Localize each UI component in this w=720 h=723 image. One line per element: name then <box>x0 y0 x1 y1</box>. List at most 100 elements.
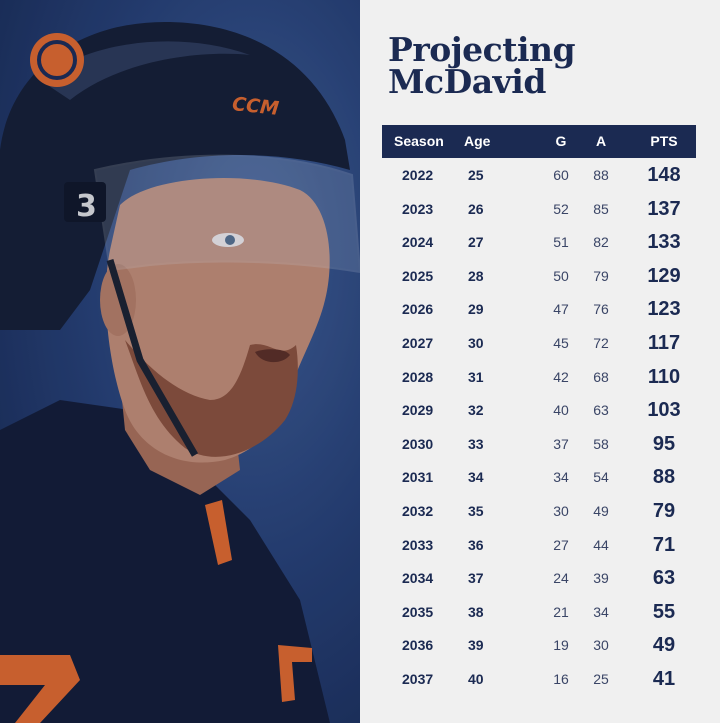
points-cell: 79 <box>652 499 676 522</box>
age-cell: 39 <box>468 637 484 654</box>
assists-cell: 63 <box>593 402 609 419</box>
mouth <box>255 349 290 363</box>
table-row: 2026 29 47 76 123 <box>382 293 696 327</box>
table-row: 2028 31 42 68 110 <box>382 361 696 395</box>
table-row: 2023 26 52 85 137 <box>382 193 696 227</box>
column-header-assists: A <box>595 133 607 149</box>
goals-cell: 21 <box>553 603 569 620</box>
assists-cell: 44 <box>593 536 609 553</box>
points-cell: 137 <box>647 197 681 220</box>
points-cell: 117 <box>647 331 681 354</box>
age-cell: 40 <box>468 670 484 687</box>
column-header-season: Season <box>394 133 444 149</box>
table-row: 2029 32 40 63 103 <box>382 394 696 428</box>
season-cell: 2035 <box>402 603 434 620</box>
season-cell: 2028 <box>402 368 434 385</box>
age-cell: 35 <box>468 502 484 519</box>
table-row: 2032 35 30 49 79 <box>382 495 696 529</box>
season-cell: 2030 <box>402 435 434 452</box>
points-cell: 133 <box>647 231 681 254</box>
eye-iris <box>225 235 235 245</box>
jersey-orange-trim <box>205 500 232 565</box>
helmet-highlight <box>40 41 250 100</box>
table-row: 2037 40 16 25 41 <box>382 663 696 697</box>
season-cell: 2034 <box>402 570 434 587</box>
goals-cell: 52 <box>553 200 569 217</box>
points-cell: 103 <box>647 399 681 422</box>
jersey-orange-letter <box>278 645 312 702</box>
visor <box>93 154 360 274</box>
jersey-number <box>0 655 80 723</box>
points-cell: 110 <box>647 365 681 388</box>
table-row: 2030 33 37 58 95 <box>382 428 696 462</box>
season-cell: 2033 <box>402 536 434 553</box>
table-row: 2035 38 21 34 55 <box>382 596 696 630</box>
assists-cell: 76 <box>593 301 609 318</box>
season-cell: 2024 <box>402 234 434 251</box>
goals-cell: 60 <box>553 167 569 183</box>
assists-cell: 58 <box>593 435 609 452</box>
table-row: 2034 37 24 39 63 <box>382 562 696 596</box>
stats-panel: Projecting McDavid Season Age G A PTS 20… <box>360 0 720 723</box>
player-photo: CCM 3 <box>0 0 360 723</box>
goals-cell: 45 <box>553 334 569 351</box>
age-cell: 36 <box>468 536 484 553</box>
assists-cell: 30 <box>593 637 609 654</box>
team-logo-inner <box>37 40 77 80</box>
age-cell: 31 <box>468 368 484 385</box>
season-cell: 2022 <box>402 167 434 183</box>
column-header-age: Age <box>464 133 491 149</box>
assists-cell: 88 <box>593 167 609 183</box>
table-row: 2024 27 51 82 133 <box>382 226 696 260</box>
age-cell: 26 <box>468 200 484 217</box>
season-cell: 2029 <box>402 402 434 419</box>
goals-cell: 42 <box>553 368 569 385</box>
table-row: 2033 36 27 44 71 <box>382 529 696 563</box>
goals-cell: 34 <box>553 469 569 486</box>
assists-cell: 34 <box>593 603 609 620</box>
chin-strap <box>106 258 199 457</box>
points-cell: 123 <box>647 298 681 321</box>
age-cell: 30 <box>468 334 484 351</box>
goals-cell: 16 <box>553 670 569 687</box>
season-cell: 2037 <box>402 670 434 687</box>
table-row: 2027 30 45 72 117 <box>382 327 696 361</box>
age-cell: 33 <box>468 435 484 452</box>
assists-cell: 39 <box>593 570 609 587</box>
assists-cell: 54 <box>593 469 609 486</box>
goals-cell: 47 <box>553 301 569 318</box>
projection-table: 2022 25 60 88 148 2023 26 52 85 137 2024… <box>382 159 696 697</box>
age-cell: 38 <box>468 603 484 620</box>
assists-cell: 72 <box>593 334 609 351</box>
helmet-number-glyph: 3 <box>76 189 97 224</box>
points-cell: 41 <box>652 667 676 690</box>
season-cell: 2036 <box>402 637 434 654</box>
season-cell: 2023 <box>402 200 434 217</box>
title-line-2: McDavid <box>388 62 546 101</box>
helmet <box>0 21 350 331</box>
assists-cell: 49 <box>593 502 609 519</box>
assists-cell: 85 <box>593 200 609 217</box>
points-cell: 63 <box>652 567 676 590</box>
age-cell: 32 <box>468 402 484 419</box>
points-cell: 95 <box>652 432 676 455</box>
goals-cell: 40 <box>553 402 569 419</box>
table-row: 2036 39 19 30 49 <box>382 629 696 663</box>
points-cell: 49 <box>652 634 676 657</box>
helmet-brand: CCM <box>231 93 280 120</box>
points-cell: 55 <box>652 600 676 623</box>
points-cell: 88 <box>652 466 676 489</box>
age-cell: 27 <box>468 234 484 251</box>
table-header: Season Age G A PTS <box>382 125 696 158</box>
season-cell: 2027 <box>402 334 434 351</box>
goals-cell: 50 <box>553 267 569 284</box>
season-cell: 2031 <box>402 469 434 486</box>
season-cell: 2025 <box>402 267 434 284</box>
column-header-goals: G <box>555 133 567 149</box>
age-cell: 28 <box>468 267 484 284</box>
jersey <box>0 400 330 723</box>
table-row: 2031 34 34 54 88 <box>382 461 696 495</box>
age-cell: 25 <box>468 167 484 183</box>
goals-cell: 27 <box>553 536 569 553</box>
